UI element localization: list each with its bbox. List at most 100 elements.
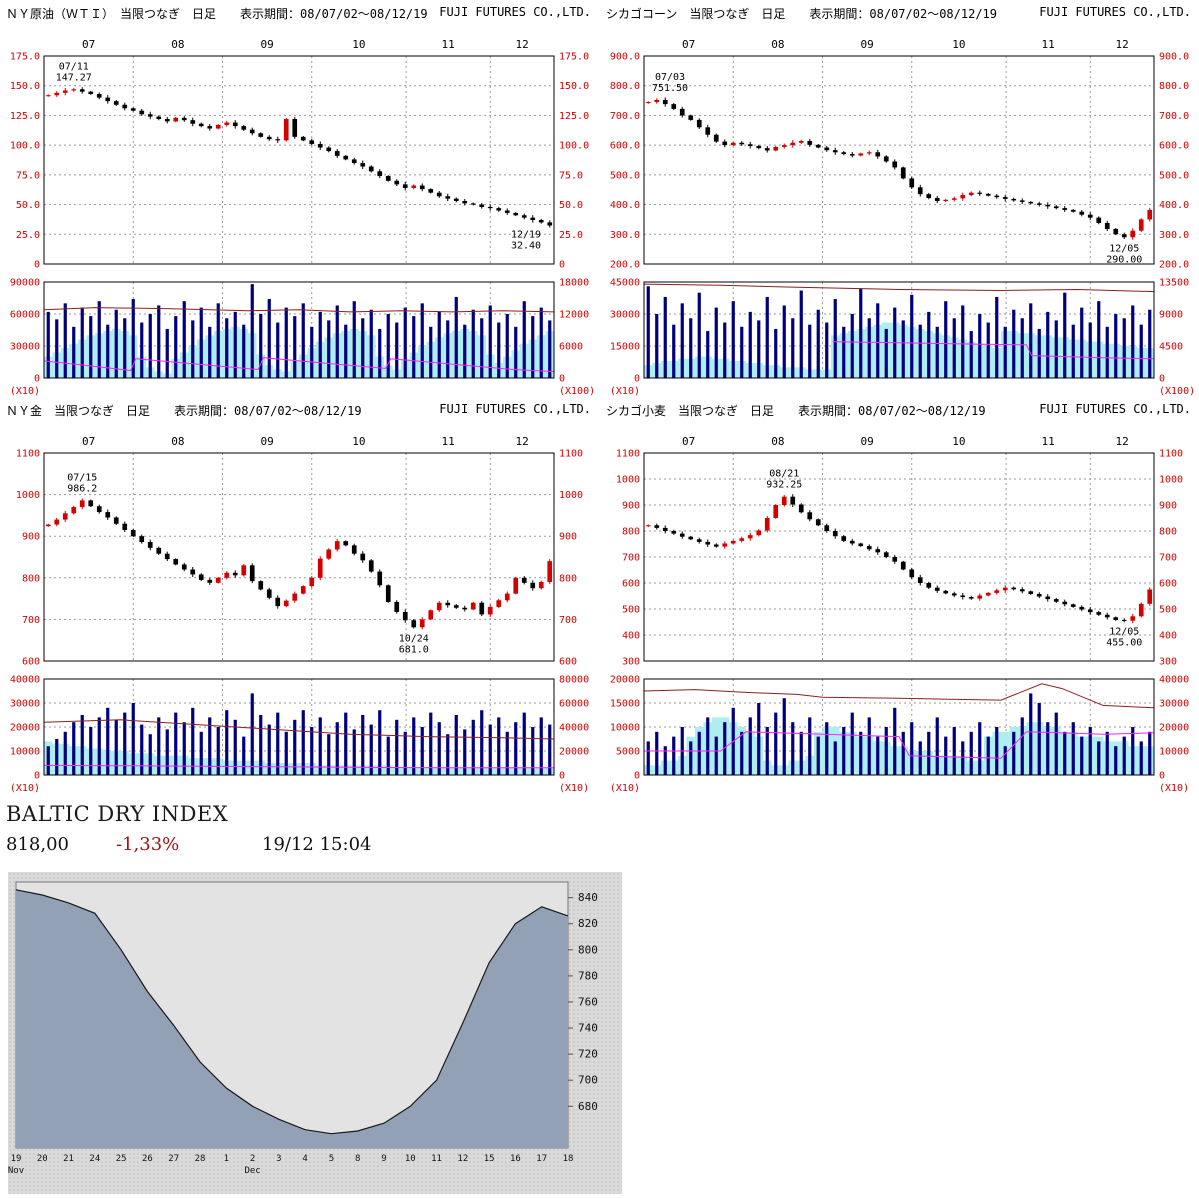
svg-text:20000: 20000: [610, 675, 640, 686]
baltic-value: 818,00: [6, 834, 69, 855]
svg-text:15000: 15000: [610, 342, 640, 353]
svg-text:07: 07: [682, 38, 695, 51]
svg-text:09: 09: [261, 435, 274, 448]
svg-text:10/24: 10/24: [399, 633, 429, 644]
svg-text:200.0: 200.0: [610, 260, 640, 271]
chart-panel-ny-gold: ＮＹ金 当限つなぎ 日足 表示期間：08/07/02～08/12/19 FUJI…: [0, 397, 599, 793]
svg-text:986.2: 986.2: [67, 483, 97, 494]
svg-text:07/11: 07/11: [59, 61, 89, 72]
svg-text:700: 700: [1159, 553, 1177, 564]
svg-text:19: 19: [11, 1154, 22, 1164]
svg-text:10000: 10000: [610, 723, 640, 734]
svg-text:15000: 15000: [610, 699, 640, 710]
svg-text:400.0: 400.0: [1159, 200, 1189, 211]
svg-text:07: 07: [82, 435, 95, 448]
svg-text:30000: 30000: [1159, 699, 1189, 710]
svg-text:12000: 12000: [559, 309, 589, 320]
svg-text:1100: 1100: [559, 449, 583, 460]
svg-text:11: 11: [442, 38, 455, 51]
svg-text:400: 400: [1159, 631, 1177, 642]
baltic-change: -1,33%: [116, 834, 180, 855]
svg-text:60000: 60000: [559, 699, 589, 710]
svg-text:28: 28: [195, 1154, 206, 1164]
svg-text:6000: 6000: [559, 342, 583, 353]
svg-text:300.0: 300.0: [610, 230, 640, 241]
svg-text:(X10): (X10): [610, 783, 640, 793]
svg-text:1100: 1100: [16, 449, 40, 460]
svg-text:150.0: 150.0: [10, 81, 40, 92]
svg-text:(X10): (X10): [10, 386, 40, 396]
svg-text:10: 10: [352, 435, 365, 448]
svg-text:600: 600: [559, 657, 577, 668]
chart-header: シカゴ小麦 当限つなぎ 日足 表示期間：08/07/02～08/12/19 FU…: [606, 402, 1191, 419]
svg-text:40000: 40000: [10, 675, 40, 686]
svg-text:147.27: 147.27: [56, 72, 92, 83]
svg-text:3: 3: [276, 1154, 281, 1164]
svg-text:13500: 13500: [1159, 278, 1189, 289]
svg-text:1100: 1100: [1159, 449, 1183, 460]
chart-title: ＮＹ原油（ＷＴＩ） 当限つなぎ 日足 表示期間：08/07/02～08/12/1…: [6, 7, 428, 21]
svg-text:0: 0: [634, 374, 640, 385]
svg-text:26: 26: [142, 1154, 153, 1164]
svg-text:(X100): (X100): [1159, 386, 1195, 396]
svg-text:900: 900: [22, 532, 40, 543]
svg-text:175.0: 175.0: [559, 52, 589, 63]
svg-text:(X100): (X100): [559, 386, 595, 396]
svg-text:400: 400: [622, 631, 640, 642]
svg-text:500.0: 500.0: [610, 170, 640, 181]
svg-text:60000: 60000: [10, 309, 40, 320]
volume-chart-wheat: 0 5000 10000 15000 20000 0 10000 20000 30000 4000…: [610, 675, 1189, 794]
svg-text:740: 740: [578, 1022, 598, 1035]
svg-text:07/15: 07/15: [67, 472, 97, 483]
svg-text:700.0: 700.0: [610, 111, 640, 122]
svg-text:Nov: Nov: [8, 1166, 24, 1176]
svg-text:900: 900: [622, 501, 640, 512]
svg-text:09: 09: [861, 435, 874, 448]
svg-text:290.00: 290.00: [1106, 254, 1142, 265]
svg-text:125.0: 125.0: [559, 111, 589, 122]
svg-text:700: 700: [622, 553, 640, 564]
svg-text:780: 780: [578, 969, 598, 982]
svg-text:25.0: 25.0: [16, 230, 40, 241]
svg-text:800: 800: [622, 527, 640, 538]
svg-text:09: 09: [861, 38, 874, 51]
svg-text:12/19: 12/19: [511, 229, 541, 240]
svg-text:32.40: 32.40: [511, 240, 541, 251]
svg-text:21: 21: [63, 1154, 74, 1164]
svg-text:11: 11: [1042, 38, 1055, 51]
svg-text:800: 800: [578, 943, 598, 956]
svg-text:12: 12: [516, 435, 529, 448]
svg-text:0: 0: [34, 771, 40, 782]
svg-text:9: 9: [381, 1154, 386, 1164]
svg-text:800.0: 800.0: [1159, 81, 1189, 92]
svg-text:27: 27: [168, 1154, 179, 1164]
svg-text:900.0: 900.0: [610, 52, 640, 63]
chart-title: ＮＹ金 当限つなぎ 日足 表示期間：08/07/02～08/12/19: [6, 404, 362, 418]
svg-text:700.0: 700.0: [1159, 111, 1189, 122]
svg-text:10000: 10000: [1159, 747, 1189, 758]
svg-text:800: 800: [22, 573, 40, 584]
volume-chart-corn: 0 15000 30000 45000 0 4500 9000 13500 (X10) (X100…: [610, 278, 1195, 397]
svg-text:30000: 30000: [10, 342, 40, 353]
svg-text:1000: 1000: [1159, 475, 1183, 486]
price-chart-corn: 07 08 09 10 11 12 200.0 200.0 300.0 300.0 400.0 400…: [610, 38, 1189, 271]
svg-text:600: 600: [1159, 579, 1177, 590]
svg-text:300: 300: [622, 657, 640, 668]
svg-text:40000: 40000: [1159, 675, 1189, 686]
svg-text:720: 720: [578, 1048, 598, 1061]
svg-text:40000: 40000: [559, 723, 589, 734]
chart-panel-chicago-wheat: シカゴ小麦 当限つなぎ 日足 表示期間：08/07/02～08/12/19 FU…: [600, 397, 1199, 793]
svg-text:600.0: 600.0: [610, 141, 640, 152]
chart-header: ＮＹ金 当限つなぎ 日足 表示期間：08/07/02～08/12/19 FUJI…: [6, 402, 591, 419]
svg-text:0: 0: [559, 374, 565, 385]
volume-chart-gold: 0 10000 20000 30000 40000 0 20000 40000 60000 800…: [10, 675, 589, 794]
svg-text:125.0: 125.0: [10, 111, 40, 122]
svg-text:1100: 1100: [616, 449, 640, 460]
svg-text:0: 0: [559, 260, 565, 271]
svg-text:18: 18: [563, 1154, 574, 1164]
svg-text:08: 08: [171, 435, 184, 448]
svg-text:680: 680: [578, 1100, 598, 1113]
svg-text:8: 8: [355, 1154, 360, 1164]
